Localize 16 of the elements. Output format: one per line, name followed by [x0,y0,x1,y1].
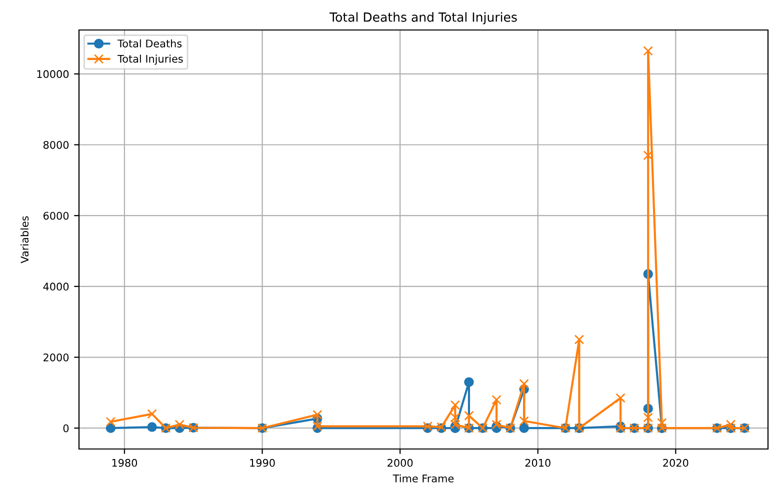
x-tick-label: 2020 [663,458,688,467]
y-tick-label: 2000 [44,353,69,362]
y-tick-label: 10000 [37,70,69,78]
x-axis-title: Time Frame [392,474,454,482]
y-tick-label: 4000 [43,282,69,291]
chart-title: Total Deaths and Total Injuries [330,12,517,24]
y-tick-label: 6000 [43,212,69,220]
y-tick-label: 0 [63,424,69,432]
x-tick-label: 2000 [388,458,413,467]
x-tick-label: 2010 [525,458,550,467]
x-tick-label: 1980 [112,458,138,467]
legend-label: Total Deaths [118,39,182,48]
x-tick-label: 1990 [250,458,275,467]
y-axis-title: Variables [20,216,29,264]
y-tick-label: 8000 [43,140,69,149]
legend-label: Total Injuries [118,54,183,65]
